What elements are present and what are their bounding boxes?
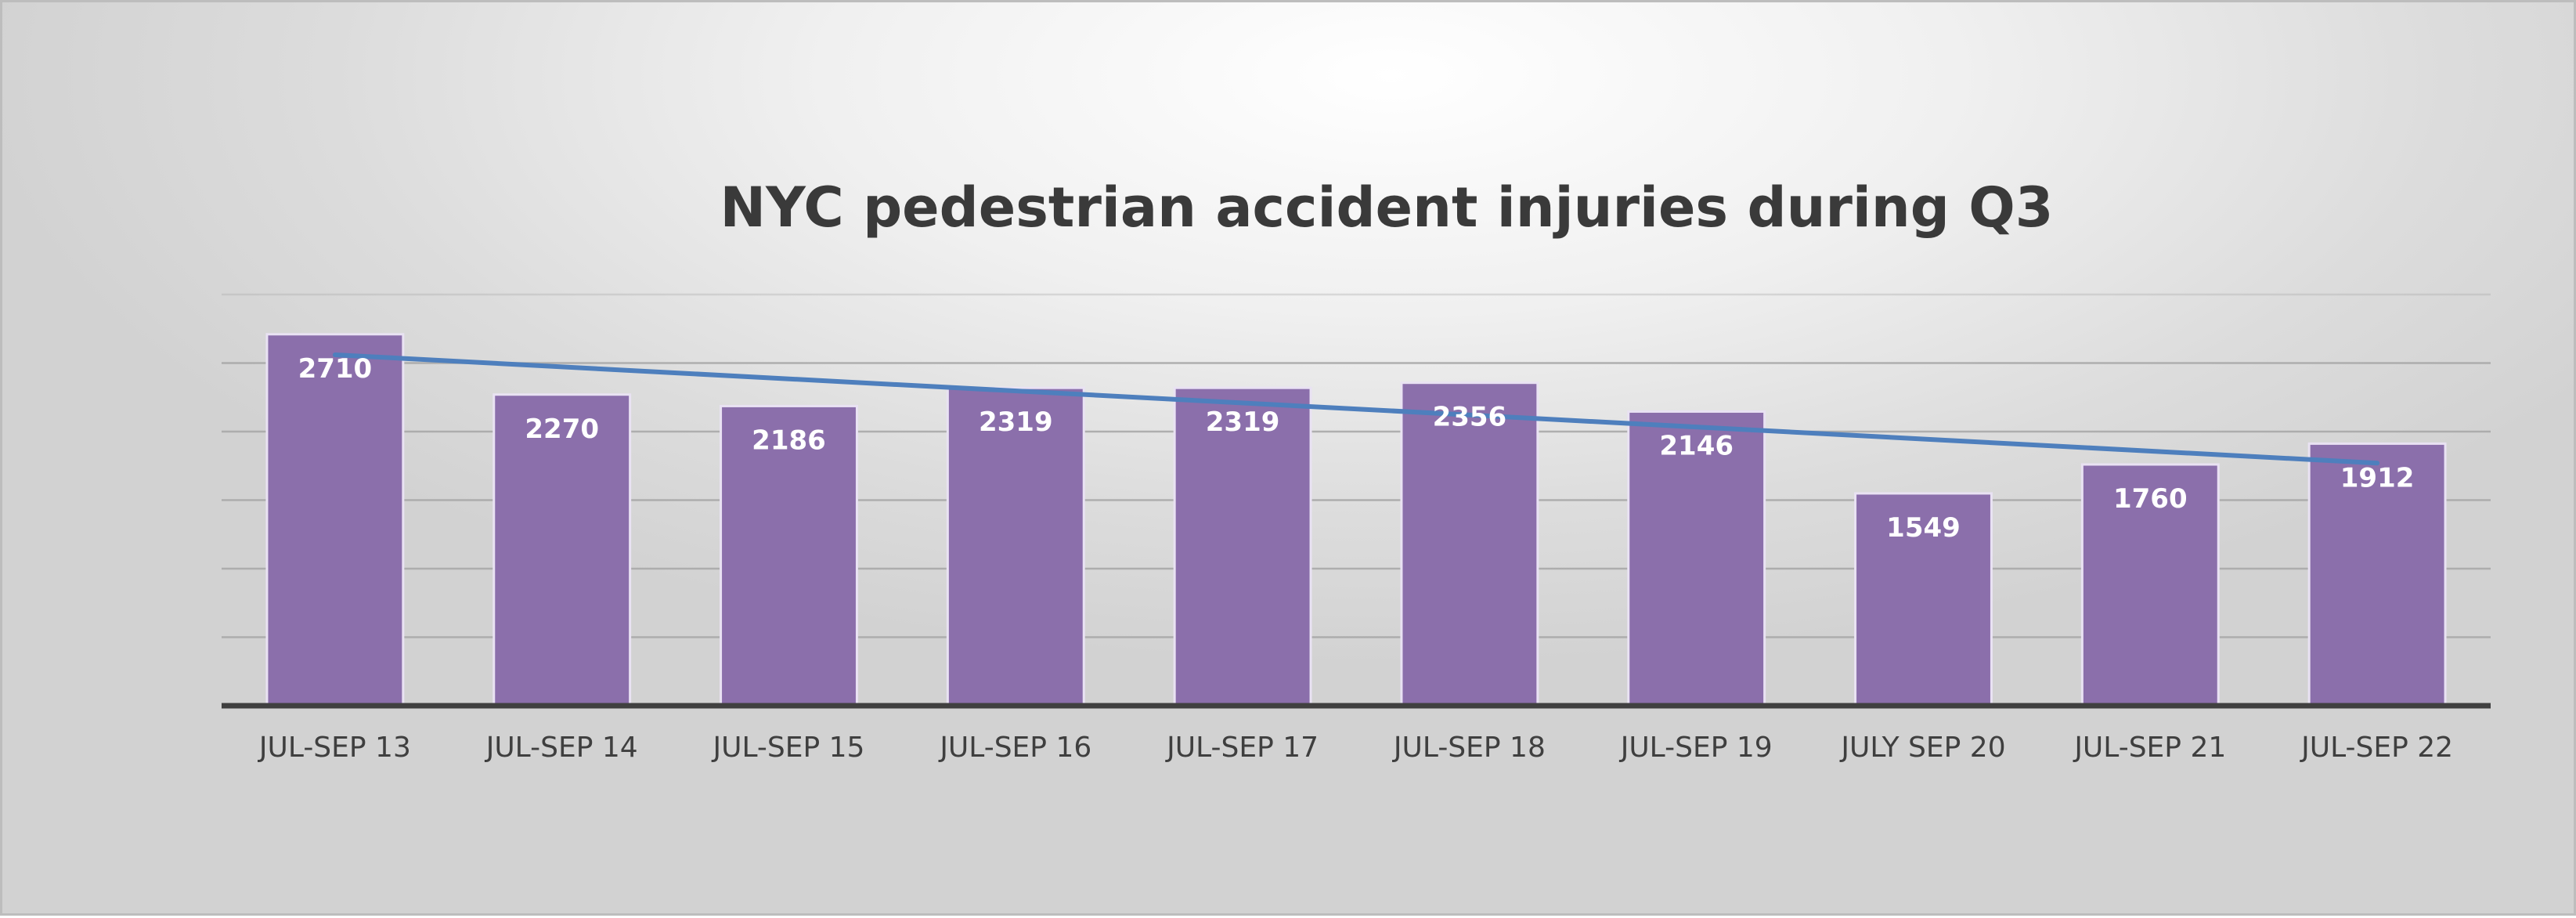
bar	[1854, 492, 1993, 707]
x-tick-label: JUL-SEP 21	[2073, 732, 2226, 764]
data-label: 1760	[2113, 483, 2188, 515]
x-tick-label: JULY SEP 20	[1839, 732, 2005, 764]
x-tick-label: JUL-SEP 19	[1619, 732, 1773, 764]
x-tick-label: JUL-SEP 17	[1165, 732, 1319, 764]
data-label: 2319	[979, 407, 1053, 438]
bar	[265, 333, 405, 707]
x-axis: JUL-SEP 13 JUL-SEP 14 JUL-SEP 15 JUL-SEP 16…	[222, 703, 2491, 764]
bar	[1400, 381, 1539, 707]
data-labels: 2710 2270 2186 2319 2319 2356 2146 1549 1760 1912	[298, 353, 2415, 544]
bar	[720, 404, 858, 707]
x-tick-label: JUL-SEP 18	[1392, 732, 1546, 764]
x-tick-label: JUL-SEP 14	[485, 732, 638, 764]
x-tick-label: JUL-SEP 13	[258, 732, 411, 764]
data-label: 2270	[525, 414, 599, 445]
data-label: 2146	[1659, 430, 1734, 461]
data-label: 1912	[2340, 462, 2415, 493]
bar	[2080, 463, 2220, 707]
data-label: 2356	[1433, 402, 1507, 433]
x-tick-label: JUL-SEP 22	[2300, 732, 2453, 764]
data-label: 2319	[1206, 407, 1280, 438]
bar	[946, 386, 1085, 707]
bar	[1627, 410, 1766, 707]
data-label: 2186	[752, 425, 826, 456]
data-label: 1549	[1886, 512, 1961, 544]
x-tick-label: JUL-SEP 16	[938, 732, 1091, 764]
bar	[1173, 386, 1312, 707]
bars	[265, 333, 2447, 707]
chart-title: NYC pedestrian accident injuries during …	[720, 175, 2054, 240]
trendline-layer	[332, 352, 2380, 466]
trendline	[332, 352, 2380, 466]
data-label: 2710	[298, 353, 373, 385]
x-tick-label: JUL-SEP 15	[712, 732, 865, 764]
